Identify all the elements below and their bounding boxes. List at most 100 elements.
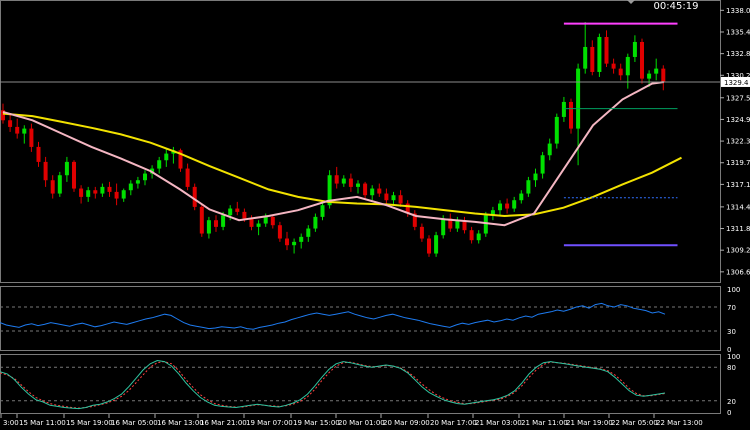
price-axis: 1338.0 1335.4 1332.8 1330.2 1327.5 1324.9 1322… [720, 7, 750, 417]
candle[interactable] [192, 183, 197, 211]
candle[interactable] [341, 175, 346, 187]
candle[interactable] [100, 183, 105, 197]
candle[interactable] [654, 58, 659, 81]
candle[interactable] [625, 53, 630, 89]
candle[interactable] [490, 206, 495, 221]
candle[interactable] [597, 33, 602, 77]
candle[interactable] [483, 211, 488, 237]
candle[interactable] [334, 166, 339, 189]
main-panel-frame [0, 0, 721, 283]
stochastic-tick-label: 80 [727, 364, 736, 372]
candle[interactable] [505, 198, 510, 214]
stochastic-panel[interactable] [0, 359, 720, 410]
candle[interactable] [547, 138, 552, 161]
candle[interactable] [434, 231, 439, 257]
candle[interactable] [285, 231, 289, 251]
candle[interactable] [427, 235, 431, 257]
candle[interactable] [540, 151, 545, 179]
scroll-marker-icon[interactable] [627, 0, 635, 4]
candle[interactable] [29, 123, 34, 152]
candle[interactable] [93, 186, 98, 199]
candle[interactable] [370, 185, 375, 201]
candle-body [57, 175, 62, 194]
candle[interactable] [561, 96, 566, 122]
candle[interactable] [306, 225, 311, 242]
candle[interactable] [292, 238, 297, 254]
candle[interactable] [462, 216, 467, 234]
candle[interactable] [121, 188, 126, 202]
candle[interactable] [455, 216, 460, 232]
rsi-panel[interactable] [0, 302, 720, 332]
candle[interactable] [57, 171, 62, 197]
candle[interactable] [128, 180, 133, 196]
candle[interactable] [348, 173, 353, 192]
candle[interactable] [8, 113, 13, 132]
candle[interactable] [604, 30, 609, 67]
candle[interactable] [519, 190, 524, 204]
candle[interactable] [206, 216, 211, 239]
candle[interactable] [583, 21, 588, 74]
main-price-panel[interactable] [0, 21, 720, 257]
candle[interactable] [171, 146, 176, 164]
candle[interactable] [313, 213, 318, 232]
candle[interactable] [50, 175, 55, 199]
candle[interactable] [405, 200, 410, 217]
candle[interactable] [22, 125, 27, 144]
candle[interactable] [661, 65, 666, 91]
candle[interactable] [632, 35, 637, 62]
candle[interactable] [36, 141, 41, 167]
candle[interactable] [469, 226, 474, 244]
candle[interactable] [391, 191, 396, 206]
candle[interactable] [419, 223, 424, 242]
candle[interactable] [377, 183, 382, 197]
candle[interactable] [256, 220, 261, 236]
candle[interactable] [157, 156, 162, 174]
candle-body [72, 161, 76, 189]
candle[interactable] [270, 215, 275, 229]
candle[interactable] [164, 148, 169, 167]
candle-body [441, 218, 446, 236]
candle[interactable] [554, 113, 559, 149]
candle[interactable] [299, 233, 304, 249]
candle-body [100, 186, 105, 194]
candle[interactable] [135, 176, 140, 189]
candle[interactable] [107, 181, 112, 197]
candle[interactable] [64, 156, 69, 182]
candle[interactable] [398, 190, 403, 207]
candle[interactable] [618, 63, 623, 81]
candle[interactable] [526, 176, 531, 197]
candle[interactable] [363, 181, 368, 199]
candle[interactable] [611, 58, 616, 74]
candle[interactable] [320, 201, 325, 221]
candle[interactable] [235, 201, 240, 216]
candle-body [313, 216, 318, 229]
candle[interactable] [356, 180, 360, 194]
candle[interactable] [72, 160, 76, 192]
candle[interactable] [214, 215, 218, 232]
time-tick-label: 19 Mar 15:00 [293, 419, 340, 427]
candle[interactable] [384, 188, 389, 204]
candle[interactable] [178, 148, 183, 172]
candle[interactable] [114, 183, 119, 206]
candle[interactable] [512, 196, 517, 212]
candle[interactable] [15, 118, 20, 139]
candle[interactable] [79, 185, 84, 204]
candle[interactable] [412, 210, 417, 231]
candle[interactable] [590, 40, 595, 76]
candle[interactable] [569, 98, 573, 134]
candle[interactable] [640, 38, 644, 84]
candle[interactable] [498, 200, 502, 216]
candle[interactable] [143, 170, 147, 186]
candle[interactable] [43, 156, 48, 187]
candle[interactable] [277, 221, 282, 242]
candle[interactable] [199, 203, 204, 237]
candle[interactable] [448, 213, 453, 232]
candle[interactable] [86, 186, 91, 202]
candle-body [299, 236, 304, 242]
candle[interactable] [476, 230, 481, 244]
rsi-panel-frame [0, 286, 721, 351]
candle[interactable] [533, 168, 538, 187]
candle[interactable] [185, 163, 190, 191]
